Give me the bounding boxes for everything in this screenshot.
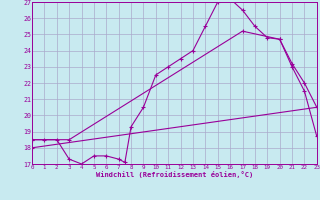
X-axis label: Windchill (Refroidissement éolien,°C): Windchill (Refroidissement éolien,°C) [96,171,253,178]
